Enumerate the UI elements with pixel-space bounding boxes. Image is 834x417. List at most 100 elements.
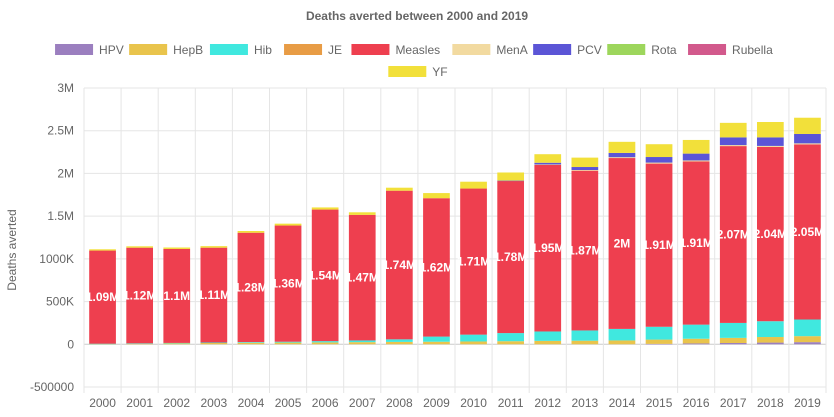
bar-segment-yf[interactable] (756, 122, 784, 138)
bar-segment-measles[interactable] (348, 214, 376, 341)
bar-segment-measles[interactable] (571, 170, 599, 331)
bar-segment-mena[interactable] (756, 145, 784, 147)
bar-segment-hepb[interactable] (237, 342, 265, 345)
legend-item-hib[interactable]: Hib (209, 43, 272, 57)
bar-segment-hib[interactable] (571, 330, 599, 341)
bar-segment-mena[interactable] (719, 145, 747, 147)
bar-segment-hpv[interactable] (794, 342, 821, 345)
bar-segment-measles[interactable] (608, 158, 636, 329)
bar-segment-yf[interactable] (423, 193, 450, 199)
legend-item-mena[interactable]: MenA (452, 43, 528, 57)
bar-segment-hpv[interactable] (682, 343, 710, 345)
bar-segment-yf[interactable] (200, 246, 228, 248)
bar-segment-yf[interactable] (163, 247, 191, 249)
bar-segment-yf[interactable] (645, 144, 673, 158)
bar-segment-yf[interactable] (385, 187, 413, 191)
bar-segment-hib[interactable] (497, 333, 525, 342)
legend-item-pcv[interactable]: PCV (533, 43, 602, 57)
bar-segment-hib[interactable] (237, 342, 265, 343)
bar-segment-hib[interactable] (311, 341, 339, 343)
bar-segment-pcv[interactable] (794, 133, 821, 144)
legend-item-measles[interactable]: Measles (351, 43, 440, 57)
bar-segment-yf[interactable] (89, 249, 116, 251)
bar-segment-mena[interactable] (645, 162, 673, 164)
bar-segment-mena[interactable] (794, 143, 821, 145)
bar-segment-hepb[interactable] (497, 341, 525, 345)
bar-segment-hepb[interactable] (645, 339, 673, 344)
bar-segment-mena[interactable] (534, 164, 562, 165)
bar-segment-yf[interactable] (237, 231, 265, 233)
bar-segment-measles[interactable] (534, 164, 562, 332)
bar-segment-hib[interactable] (348, 340, 376, 343)
bar-segment-measles[interactable] (460, 188, 487, 335)
bar-segment-hepb[interactable] (608, 340, 636, 345)
legend-item-yf[interactable]: YF (388, 65, 448, 79)
bar-segment-hib[interactable] (200, 342, 228, 344)
bar-segment-yf[interactable] (311, 207, 339, 210)
bar-segment-hpv[interactable] (645, 343, 673, 345)
bar-segment-yf[interactable] (126, 246, 154, 248)
bar-segment-hepb[interactable] (756, 337, 784, 343)
bar-segment-yf[interactable] (794, 117, 821, 134)
bar-segment-measles[interactable] (756, 146, 784, 322)
bar-segment-measles[interactable] (163, 248, 191, 343)
bar-segment-hib[interactable] (608, 328, 636, 341)
bar-segment-hib[interactable] (163, 342, 191, 344)
bar-segment-measles[interactable] (794, 144, 821, 320)
bar-segment-hib[interactable] (89, 343, 116, 345)
bar-segment-hib[interactable] (460, 334, 487, 342)
bar-segment-hib[interactable] (794, 319, 821, 337)
bar-segment-yf[interactable] (348, 212, 376, 215)
legend-item-rota[interactable]: Rota (607, 43, 677, 57)
bar-segment-yf[interactable] (534, 154, 562, 163)
bar-segment-pcv[interactable] (719, 137, 747, 146)
bar-segment-mena[interactable] (682, 160, 710, 162)
bar-segment-hpv[interactable] (756, 342, 784, 345)
bar-segment-measles[interactable] (682, 161, 710, 325)
bar-segment-hib[interactable] (719, 322, 747, 338)
bar-segment-hib[interactable] (423, 336, 450, 342)
bar-segment-yf[interactable] (682, 139, 710, 154)
bar-segment-pcv[interactable] (497, 180, 525, 182)
bar-segment-pcv[interactable] (682, 153, 710, 161)
bar-segment-measles[interactable] (497, 181, 525, 334)
bar-segment-hepb[interactable] (571, 340, 599, 345)
bar-segment-pcv[interactable] (571, 167, 599, 171)
bar-segment-hib[interactable] (645, 326, 673, 340)
bar-segment-yf[interactable] (274, 223, 302, 226)
bar-segment-measles[interactable] (311, 209, 339, 342)
bar-segment-hepb[interactable] (385, 341, 413, 345)
bar-segment-measles[interactable] (274, 225, 302, 342)
legend-item-hpv[interactable]: HPV (55, 43, 124, 57)
bar-segment-pcv[interactable] (608, 152, 636, 158)
bar-segment-hepb[interactable] (311, 342, 339, 345)
bar-segment-pcv[interactable] (534, 162, 562, 165)
bar-segment-hepb[interactable] (163, 343, 191, 345)
bar-segment-hib[interactable] (534, 331, 562, 341)
bar-segment-yf[interactable] (608, 141, 636, 153)
bar-segment-measles[interactable] (200, 247, 228, 343)
bar-segment-hib[interactable] (126, 343, 154, 344)
legend-item-hepb[interactable]: HepB (129, 43, 203, 57)
bar-segment-measles[interactable] (89, 250, 116, 344)
bar-segment-hib[interactable] (385, 339, 413, 342)
bar-segment-hib[interactable] (682, 324, 710, 339)
bar-segment-mena[interactable] (608, 157, 636, 159)
bar-segment-hepb[interactable] (682, 338, 710, 344)
bar-segment-hib[interactable] (274, 341, 302, 343)
bar-segment-measles[interactable] (719, 146, 747, 323)
bar-segment-measles[interactable] (423, 198, 450, 337)
bar-segment-hepb[interactable] (534, 340, 562, 345)
bar-segment-hepb[interactable] (460, 341, 487, 345)
bar-segment-hepb[interactable] (719, 337, 747, 344)
bar-segment-hib[interactable] (756, 321, 784, 338)
bar-segment-hepb[interactable] (348, 342, 376, 345)
bar-segment-hepb[interactable] (126, 343, 154, 345)
bar-segment-yf[interactable] (497, 172, 525, 181)
bar-segment-pcv[interactable] (645, 157, 673, 163)
bar-segment-hepb[interactable] (200, 343, 228, 345)
legend-item-je[interactable]: JE (284, 43, 342, 57)
bar-segment-hpv[interactable] (719, 343, 747, 345)
bar-segment-yf[interactable] (460, 181, 487, 189)
bar-segment-measles[interactable] (237, 232, 265, 343)
